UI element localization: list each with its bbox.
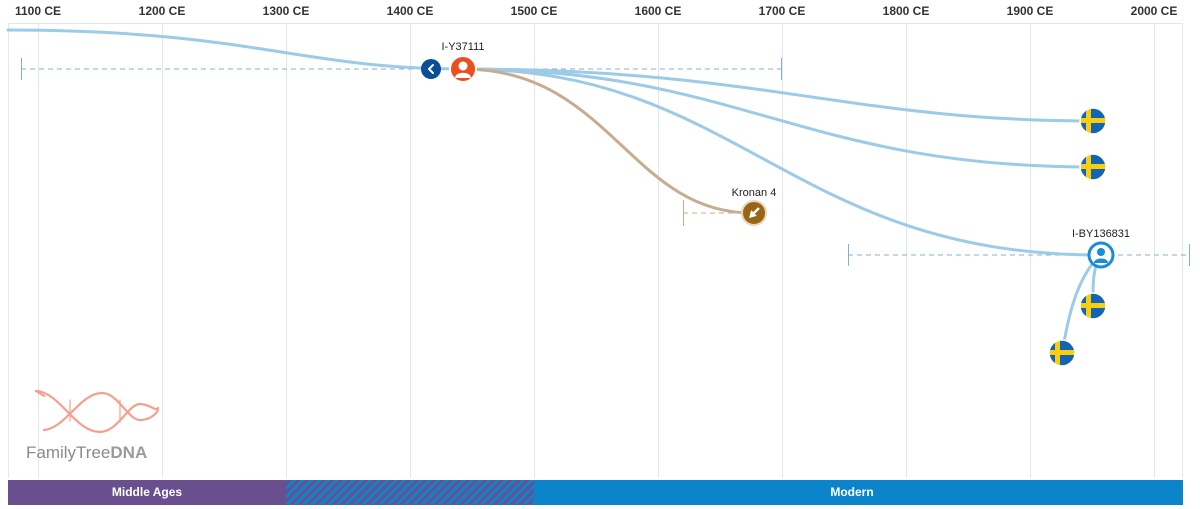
axis-tick-1700: 1700 CE xyxy=(759,4,806,18)
era-modern-label: Modern xyxy=(830,485,873,499)
era-middle-ages-label: Middle Ages xyxy=(112,485,183,499)
axis-tick-1200: 1200 CE xyxy=(139,4,186,18)
axis-tick-1400: 1400 CE xyxy=(387,4,434,18)
axis-tick-1800: 1800 CE xyxy=(883,4,930,18)
branch-line-3 xyxy=(461,67,1102,257)
root-date-range xyxy=(21,58,782,80)
ancient-node-label: Kronan 4 xyxy=(732,187,777,199)
sweden-flag-node-4[interactable] xyxy=(1048,339,1076,367)
person-icon xyxy=(455,61,471,78)
lineage-lines xyxy=(6,28,1102,355)
branch-node[interactable] xyxy=(1087,241,1115,269)
ancestor-line xyxy=(6,28,465,71)
era-middle-ages[interactable] xyxy=(8,480,286,505)
branch-node-label: I-BY136831 xyxy=(1072,228,1130,240)
branch-date-range xyxy=(848,244,1190,266)
time-axis: 1100 CE 1200 CE 1300 CE 1400 CE 1500 CE … xyxy=(15,4,1177,18)
dna-helix-icon xyxy=(34,389,160,434)
ancient-line xyxy=(461,67,754,215)
sweden-flag-node-3[interactable] xyxy=(1079,292,1107,320)
axis-tick-1900: 1900 CE xyxy=(1007,4,1054,18)
era-transition xyxy=(286,480,534,505)
axis-tick-1600: 1600 CE xyxy=(635,4,682,18)
axis-tick-1100: 1100 CE xyxy=(15,4,61,18)
sweden-flag-node-2[interactable] xyxy=(1079,153,1107,181)
era-modern[interactable] xyxy=(534,480,1183,505)
shovel-icon xyxy=(749,207,760,218)
collapse-button[interactable] xyxy=(421,59,441,79)
root-node[interactable] xyxy=(449,55,477,83)
sweden-flag-node-1[interactable] xyxy=(1079,107,1107,135)
logo-text-bold: DNA xyxy=(110,443,147,462)
familytreedna-logo: FamilyTreeDNA xyxy=(26,389,160,462)
grid xyxy=(8,23,1183,478)
ancient-node[interactable] xyxy=(741,200,767,226)
era-bar: Middle Ages Modern xyxy=(8,480,1183,505)
branch-line-1 xyxy=(461,67,1095,123)
svg-text:FamilyTreeDNA: FamilyTreeDNA xyxy=(26,443,147,462)
root-node-label: I-Y37111 xyxy=(441,41,484,53)
chevron-left-icon xyxy=(428,64,434,74)
branch-line-2 xyxy=(461,67,1095,169)
axis-tick-1300: 1300 CE xyxy=(263,4,310,18)
person-icon xyxy=(1094,248,1108,263)
axis-tick-2000: 2000 CE xyxy=(1131,4,1178,18)
logo-text-main: FamilyTree xyxy=(26,443,110,462)
axis-tick-1500: 1500 CE xyxy=(511,4,558,18)
